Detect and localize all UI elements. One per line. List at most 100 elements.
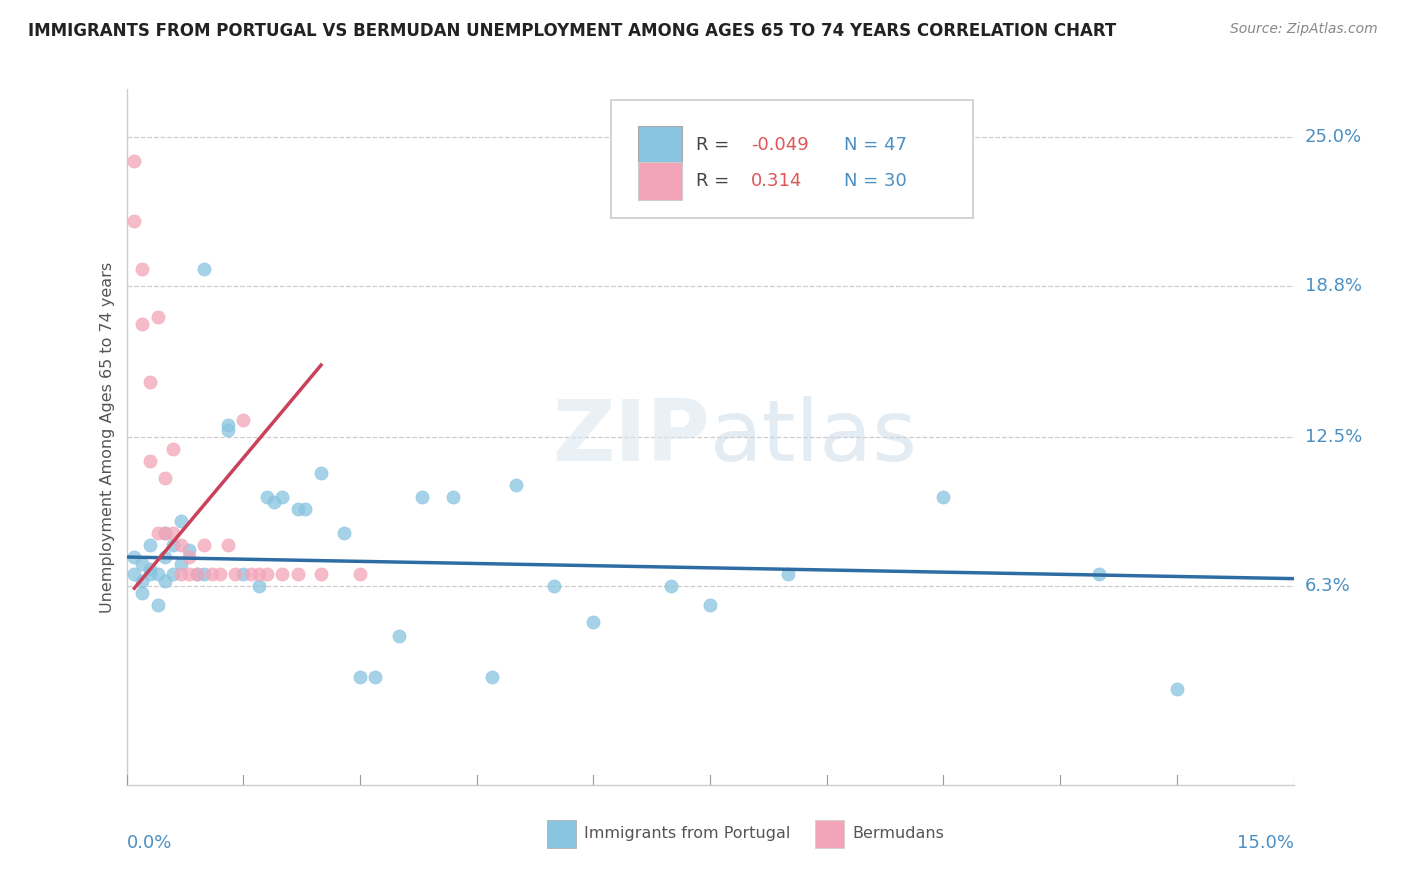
Text: IMMIGRANTS FROM PORTUGAL VS BERMUDAN UNEMPLOYMENT AMONG AGES 65 TO 74 YEARS CORR: IMMIGRANTS FROM PORTUGAL VS BERMUDAN UNE… — [28, 22, 1116, 40]
Point — [287, 566, 309, 581]
Point — [481, 670, 503, 684]
Text: 6.3%: 6.3% — [1305, 577, 1350, 595]
Point — [217, 423, 239, 437]
Point — [155, 471, 177, 485]
Point — [177, 566, 200, 581]
FancyBboxPatch shape — [547, 820, 576, 847]
Point — [177, 549, 200, 564]
Point — [124, 214, 146, 228]
Point — [162, 526, 184, 541]
Point — [388, 629, 411, 643]
Text: ZIP: ZIP — [553, 395, 710, 479]
Point — [131, 558, 153, 572]
Point — [124, 566, 146, 581]
Point — [582, 615, 605, 629]
Text: 25.0%: 25.0% — [1305, 128, 1362, 146]
Text: 18.8%: 18.8% — [1305, 277, 1361, 295]
Point — [232, 413, 254, 427]
Text: Immigrants from Portugal: Immigrants from Portugal — [583, 826, 790, 841]
Point — [155, 574, 177, 588]
Point — [505, 478, 527, 492]
Point — [124, 549, 146, 564]
Point — [263, 495, 285, 509]
Y-axis label: Unemployment Among Ages 65 to 74 years: Unemployment Among Ages 65 to 74 years — [100, 261, 115, 613]
Point — [224, 566, 246, 581]
Point — [240, 566, 263, 581]
FancyBboxPatch shape — [815, 820, 844, 847]
Point — [543, 579, 565, 593]
Point — [294, 502, 316, 516]
Point — [131, 574, 153, 588]
Point — [349, 566, 371, 581]
Point — [309, 466, 332, 480]
Point — [699, 598, 721, 612]
Point — [177, 542, 200, 557]
Point — [170, 514, 193, 528]
Point — [247, 566, 270, 581]
Point — [139, 566, 162, 581]
Point — [217, 418, 239, 433]
Point — [146, 598, 169, 612]
Point — [162, 442, 184, 456]
Point — [131, 586, 153, 600]
Point — [139, 375, 162, 389]
Text: 12.5%: 12.5% — [1305, 428, 1362, 446]
Point — [364, 670, 387, 684]
Point — [441, 490, 464, 504]
Text: N = 47: N = 47 — [844, 136, 907, 154]
Text: -0.049: -0.049 — [751, 136, 808, 154]
Point — [139, 454, 162, 468]
Point — [186, 566, 208, 581]
Point — [208, 566, 231, 581]
Point — [309, 566, 332, 581]
FancyBboxPatch shape — [638, 162, 682, 200]
Point — [139, 538, 162, 552]
Point — [1088, 566, 1111, 581]
Point — [146, 526, 169, 541]
Point — [776, 566, 799, 581]
Text: R =: R = — [696, 172, 735, 190]
Text: 15.0%: 15.0% — [1236, 834, 1294, 852]
Point — [271, 566, 294, 581]
Point — [271, 490, 294, 504]
Text: Bermudans: Bermudans — [852, 826, 945, 841]
Point — [155, 549, 177, 564]
Point — [131, 262, 153, 277]
Text: R =: R = — [696, 136, 735, 154]
Point — [232, 566, 254, 581]
Point — [162, 566, 184, 581]
Point — [131, 318, 153, 332]
Point — [162, 538, 184, 552]
Text: Source: ZipAtlas.com: Source: ZipAtlas.com — [1230, 22, 1378, 37]
Text: atlas: atlas — [710, 395, 918, 479]
Point — [155, 526, 177, 541]
Point — [193, 538, 215, 552]
Point — [170, 538, 193, 552]
Point — [139, 562, 162, 576]
Point — [659, 579, 682, 593]
Point — [256, 566, 278, 581]
Point — [170, 558, 193, 572]
Point — [1166, 681, 1188, 696]
Text: 0.0%: 0.0% — [127, 834, 172, 852]
Point — [349, 670, 371, 684]
Point — [146, 566, 169, 581]
Text: 0.314: 0.314 — [751, 172, 803, 190]
Point — [247, 579, 270, 593]
Point — [124, 154, 146, 169]
Point — [201, 566, 224, 581]
Point — [333, 526, 356, 541]
Point — [146, 310, 169, 325]
Point — [170, 566, 193, 581]
FancyBboxPatch shape — [638, 127, 682, 164]
Point — [193, 262, 215, 277]
Point — [193, 566, 215, 581]
Point — [155, 526, 177, 541]
Point — [287, 502, 309, 516]
Point — [411, 490, 433, 504]
Point — [932, 490, 955, 504]
Point — [217, 538, 239, 552]
Text: N = 30: N = 30 — [844, 172, 907, 190]
Point — [186, 566, 208, 581]
Point — [256, 490, 278, 504]
